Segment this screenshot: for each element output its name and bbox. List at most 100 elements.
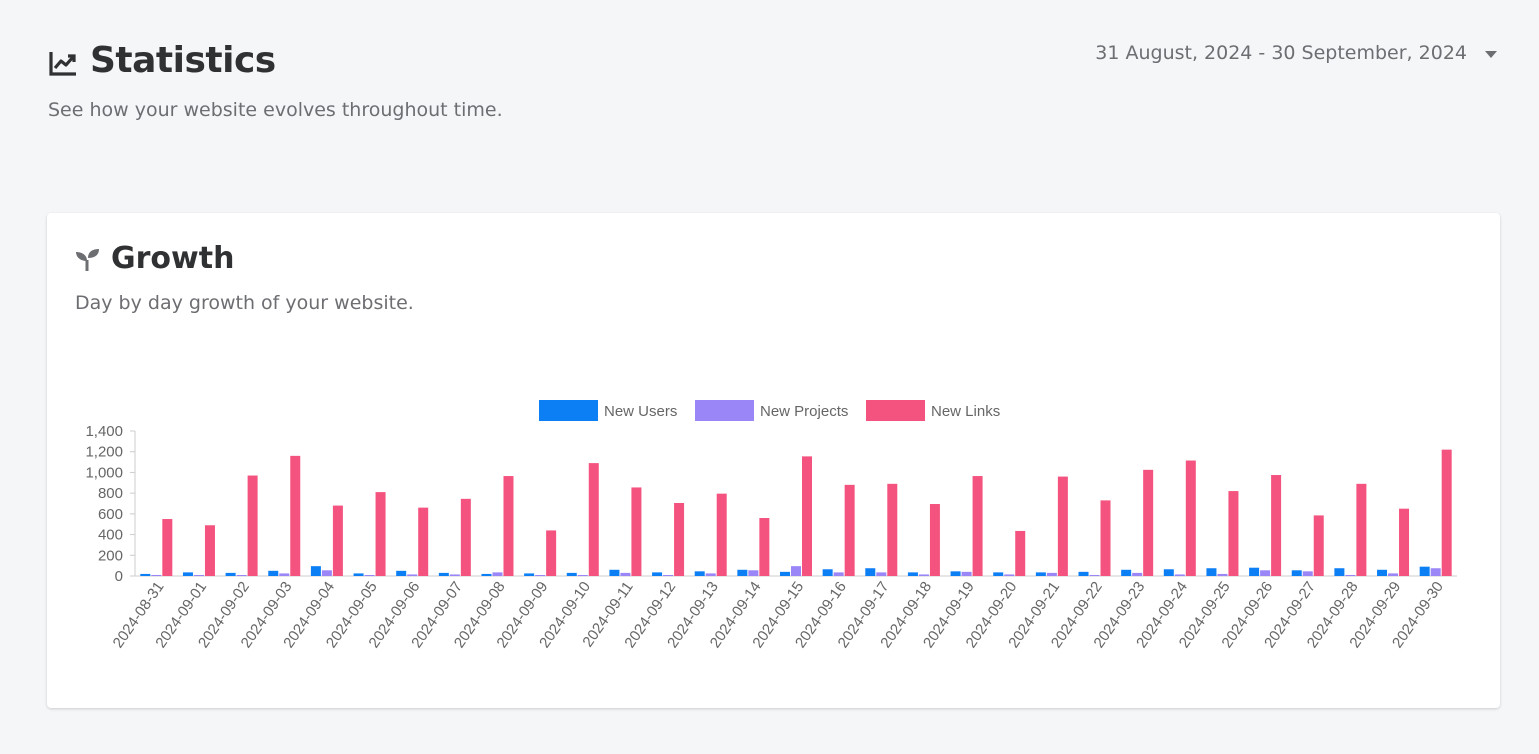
card-title-row: Growth [75, 241, 414, 276]
bar-new-links [247, 475, 258, 576]
bar-new-projects [236, 575, 247, 576]
growth-card: Growth Day by day growth of your website… [47, 213, 1500, 708]
bar-new-users [1334, 568, 1345, 576]
y-tick-label: 1,000 [85, 464, 123, 481]
bar-new-projects [1217, 573, 1228, 576]
bar-new-projects [1004, 574, 1015, 576]
bar-new-links [1228, 491, 1239, 576]
bar-new-links [418, 507, 429, 576]
bar-new-projects [1132, 572, 1143, 576]
bar-new-links [1100, 500, 1111, 576]
y-tick-label: 400 [98, 527, 123, 544]
bar-new-links [588, 463, 599, 576]
bar-new-projects [407, 574, 418, 576]
y-tick-label: 200 [98, 547, 123, 564]
bar-new-projects [1345, 574, 1356, 576]
legend-swatch [539, 400, 598, 421]
bar-new-users [225, 572, 236, 576]
card-subtitle: Day by day growth of your website. [75, 292, 414, 314]
bar-new-links [802, 456, 812, 576]
title-row: Statistics [48, 40, 503, 81]
bar-new-links [1271, 475, 1282, 576]
bar-new-projects [1430, 568, 1441, 576]
bar-new-users [822, 569, 833, 576]
bar-new-projects [193, 575, 204, 576]
bar-new-links [972, 476, 983, 576]
bar-new-projects [1388, 573, 1399, 576]
legend-swatch [695, 400, 754, 421]
bar-new-projects [151, 574, 162, 576]
bar-new-links [204, 525, 215, 576]
bar-new-users [780, 571, 790, 576]
seedling-icon [76, 248, 99, 271]
bar-new-users [396, 570, 407, 576]
y-tick-label: 1,400 [85, 423, 123, 440]
bar-new-projects [279, 573, 290, 576]
bar-new-links [844, 484, 855, 576]
bar-new-links [716, 493, 727, 576]
bar-new-projects [1302, 571, 1313, 576]
growth-bar-chart: New Users New Projects New Links 0 200 400 600… [85, 400, 1457, 651]
bar-new-users [993, 572, 1004, 576]
bar-new-links [1313, 515, 1324, 576]
bar-new-projects [1089, 574, 1100, 576]
date-range-picker[interactable]: 31 August, 2024 - 30 September, 2024 [1095, 42, 1497, 64]
bar-new-users [609, 569, 620, 576]
bar-new-links [759, 518, 770, 576]
bar-new-users [1035, 572, 1046, 576]
bar-new-projects [1174, 574, 1185, 576]
bar-new-links [332, 505, 343, 576]
bar-new-users [140, 573, 151, 576]
bar-new-links [503, 476, 514, 576]
bar-new-projects [492, 572, 503, 576]
bar-new-users [737, 569, 748, 576]
bar-new-projects [663, 575, 674, 576]
caret-down-icon [1485, 50, 1497, 58]
bar-new-users [694, 571, 705, 576]
bar-new-projects [705, 573, 716, 576]
bar-new-links [1399, 508, 1410, 576]
bar-new-users [1377, 569, 1388, 576]
bar-new-links [887, 483, 898, 576]
legend-label: New Projects [760, 403, 848, 420]
bar-new-projects [449, 574, 460, 576]
card-title: Growth [111, 241, 235, 276]
page-header: Statistics See how your website evolves … [48, 40, 503, 121]
bar-new-links [375, 492, 386, 576]
bar-new-users [353, 573, 364, 576]
y-tick-label: 600 [98, 506, 123, 523]
bar-new-links [1057, 476, 1068, 576]
bar-new-projects [961, 571, 972, 576]
y-tick-label: 800 [98, 485, 123, 502]
bar-new-links [1143, 469, 1154, 576]
bar-new-projects [791, 566, 801, 576]
bar-new-links [460, 498, 471, 576]
bar-new-users [1078, 571, 1089, 576]
bar-new-links [929, 504, 940, 576]
bar-new-users [566, 572, 577, 576]
bar-new-users [268, 570, 279, 576]
bar-new-users [907, 572, 918, 576]
bar-new-users [182, 572, 193, 576]
bar-new-links [674, 502, 685, 576]
bar-new-users [481, 573, 492, 576]
bar-new-projects [1260, 570, 1271, 576]
bar-new-projects [577, 575, 588, 576]
bar-new-links [162, 519, 173, 576]
page-title: Statistics [90, 40, 276, 81]
bar-new-links [631, 487, 642, 576]
y-tick-label: 0 [115, 568, 123, 585]
bar-new-projects [918, 574, 929, 576]
bar-new-projects [620, 572, 631, 576]
chart-line-icon [49, 51, 76, 76]
page-subtitle: See how your website evolves throughout … [48, 99, 503, 121]
bar-new-links [1015, 530, 1026, 576]
y-tick-label: 1,200 [85, 444, 123, 461]
bar-new-users [1163, 569, 1174, 576]
bar-new-projects [876, 572, 887, 576]
card-header: Growth Day by day growth of your website… [75, 241, 414, 314]
legend-label: New Links [931, 403, 1000, 420]
legend-swatch [866, 400, 925, 421]
bar-new-users [1291, 570, 1302, 576]
legend-label: New Users [604, 403, 677, 420]
